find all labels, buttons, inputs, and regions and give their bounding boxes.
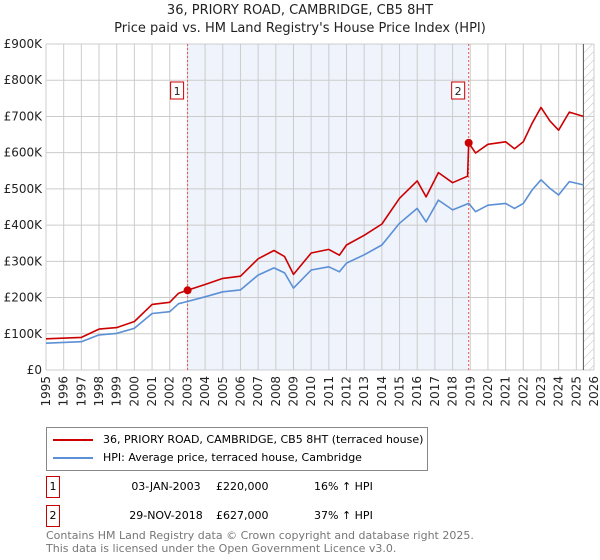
x-tick-label: 2002: [163, 376, 177, 407]
x-tick-label: 2014: [375, 376, 389, 407]
chart-subtitle: Price paid vs. HM Land Registry's House …: [114, 21, 486, 36]
hatched-forecast-region: [583, 44, 594, 370]
transaction-row: 1 03-JAN-2003 £220,000 16% ↑ HPI: [46, 476, 546, 498]
x-tick-label: 1999: [110, 376, 124, 407]
legend-item-property: 36, PRIORY ROAD, CAMBRIDGE, CB5 8HT (ter…: [53, 433, 423, 447]
y-tick-label: £700K: [4, 109, 44, 123]
transaction-date: 29-NOV-2018: [129, 509, 203, 522]
transaction-date: 03-JAN-2003: [131, 480, 201, 493]
y-tick-label: £900K: [4, 37, 44, 51]
x-tick-label: 2007: [251, 376, 265, 407]
y-tick-label: £500K: [4, 182, 44, 196]
sale-label-box: [451, 81, 466, 100]
x-tick-label: 2015: [393, 376, 407, 407]
x-tick-label: 2001: [145, 376, 159, 407]
x-tick-label: 2025: [569, 376, 583, 407]
transaction-row: 2 29-NOV-2018 £627,000 37% ↑ HPI: [46, 505, 546, 527]
y-tick-label: £600K: [4, 146, 44, 160]
sale-label-box: [170, 81, 185, 100]
x-tick-label: 2018: [446, 376, 460, 407]
x-tick-label: 2006: [233, 376, 247, 407]
x-tick-label: 2012: [340, 376, 354, 407]
sale-point-marker: [464, 138, 473, 147]
x-tick-label: 2022: [516, 376, 530, 407]
property-series-line: [45, 106, 584, 340]
shaded-ownership-period: [187, 44, 469, 370]
x-tick-label: 1998: [92, 376, 106, 407]
x-tick-label: 2004: [198, 376, 212, 407]
x-tick-label: 2020: [481, 376, 495, 407]
red-line-swatch: [53, 439, 93, 441]
sale-point-marker: [183, 286, 192, 295]
chart-title: 36, PRIORY ROAD, CAMBRIDGE, CB5 8HT: [166, 3, 434, 18]
x-tick-label: 2010: [304, 376, 318, 407]
x-tick-label: 2016: [410, 376, 424, 407]
y-tick-label: £800K: [4, 73, 44, 87]
y-tick-label: £200K: [4, 291, 44, 305]
legend-item-hpi: HPI: Average price, terraced house, Camb…: [53, 451, 362, 465]
x-tick-label: 2011: [322, 376, 336, 407]
attribution: Contains HM Land Registry data © Crown c…: [46, 529, 474, 555]
legend-label: HPI: Average price, terraced house, Camb…: [103, 451, 362, 464]
x-tick-label: 2009: [286, 376, 300, 407]
y-tick-label: £100K: [4, 327, 44, 341]
attribution-line: Contains HM Land Registry data © Crown c…: [46, 529, 474, 542]
hpi-series-line: [45, 179, 584, 344]
x-tick-label: 2026: [587, 376, 600, 407]
x-tick-label: 2023: [534, 376, 548, 407]
y-tick-label: £400K: [4, 218, 44, 232]
x-tick-label: 2013: [357, 376, 371, 407]
x-tick-label: 2021: [499, 376, 513, 407]
x-tick-label: 2017: [428, 376, 442, 407]
transaction-hpi-diff: 37% ↑ HPI: [314, 509, 373, 522]
chart-legend: 36, PRIORY ROAD, CAMBRIDGE, CB5 8HT (ter…: [46, 427, 428, 471]
transaction-price: £627,000: [216, 509, 269, 522]
transaction-hpi-diff: 16% ↑ HPI: [314, 480, 373, 493]
transaction-number-badge: 2: [46, 505, 60, 527]
sale-label-number: 2: [455, 85, 462, 98]
x-tick-label: 2003: [180, 376, 194, 407]
x-tick-label: 1997: [74, 376, 88, 407]
license-line: This data is licensed under the Open Gov…: [46, 542, 397, 555]
legend-label: 36, PRIORY ROAD, CAMBRIDGE, CB5 8HT (ter…: [103, 433, 424, 446]
x-tick-label: 2019: [463, 376, 477, 407]
x-tick-label: 2005: [216, 376, 230, 407]
x-tick-label: 2024: [552, 376, 566, 407]
y-tick-label: £300K: [4, 254, 44, 268]
x-tick-label: 2008: [269, 376, 283, 407]
y-tick-label: £0: [27, 363, 42, 377]
x-tick-label: 2000: [127, 376, 141, 407]
sale-label-number: 1: [174, 85, 181, 98]
x-tick-label: 1996: [57, 376, 71, 407]
transaction-price: £220,000: [216, 480, 269, 493]
transaction-number-badge: 1: [46, 476, 60, 498]
blue-line-swatch: [53, 457, 93, 459]
x-tick-label: 1995: [39, 376, 53, 407]
price-chart: 1995 1996 1997 1998 1999 2000 2001 2002 2003 2004…: [4, 37, 600, 407]
